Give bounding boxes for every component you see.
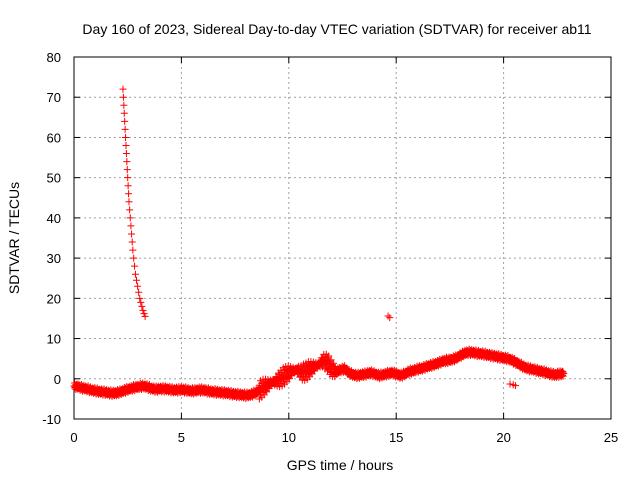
data-point [134,282,142,290]
data-point [138,302,146,310]
data-point [131,270,139,278]
chart-title: Day 160 of 2023, Sidereal Day-to-day VTE… [82,21,591,37]
y-tick-label: 60 [47,130,61,145]
data-point [129,246,137,254]
data-point [121,117,129,125]
data-point [127,222,135,230]
y-tick-label: 30 [47,251,61,266]
data-point [511,382,519,390]
x-tick-label: 20 [496,430,510,445]
data-point [123,158,131,166]
data-point [131,262,139,270]
data-point [122,150,130,158]
data-marks [70,85,568,403]
data-point [119,85,127,93]
x-tick-label: 25 [604,430,618,445]
data-point [124,182,132,190]
data-point [126,214,134,222]
y-tick-label: 70 [47,90,61,105]
x-tick-label: 5 [178,430,185,445]
axis-ticks: 0 5 10 15 20 25 -10 0 10 20 30 40 50 60 70 80 [42,50,618,445]
data-point [128,230,136,238]
data-point [122,133,130,141]
data-point [133,276,141,284]
x-tick-label: 0 [70,430,77,445]
x-tick-label: 10 [282,430,296,445]
y-tick-label: 0 [54,372,61,387]
data-point [559,371,567,379]
data-point [386,314,394,322]
y-axis-title: SDTVAR / TECUs [6,182,22,294]
data-point [137,298,145,306]
data-point [120,109,128,117]
x-axis-title: GPS time / hours [287,457,394,473]
y-tick-label: 40 [47,211,61,226]
data-point [128,238,136,246]
data-point [139,306,147,314]
data-point [120,101,128,109]
data-point [559,368,567,376]
data-point [141,312,149,320]
data-point [126,206,134,214]
data-point [130,254,138,262]
data-point [121,125,129,133]
y-tick-label: 20 [47,291,61,306]
data-point [125,198,133,206]
data-point [136,294,144,302]
data-point [122,141,130,149]
data-point [384,312,392,320]
data-point [135,288,143,296]
y-tick-label: 10 [47,332,61,347]
y-tick-label: -10 [42,412,61,427]
data-point [560,370,568,378]
data-point [123,166,131,174]
plot-frame [73,56,612,420]
data-point [119,93,127,101]
x-tick-label: 15 [389,430,403,445]
data-point [506,380,514,388]
y-tick-label: 50 [47,171,61,186]
y-tick-label: 80 [47,50,61,65]
data-point [124,174,132,182]
data-point [125,190,133,198]
data-point [325,352,333,360]
data-point [330,359,338,367]
